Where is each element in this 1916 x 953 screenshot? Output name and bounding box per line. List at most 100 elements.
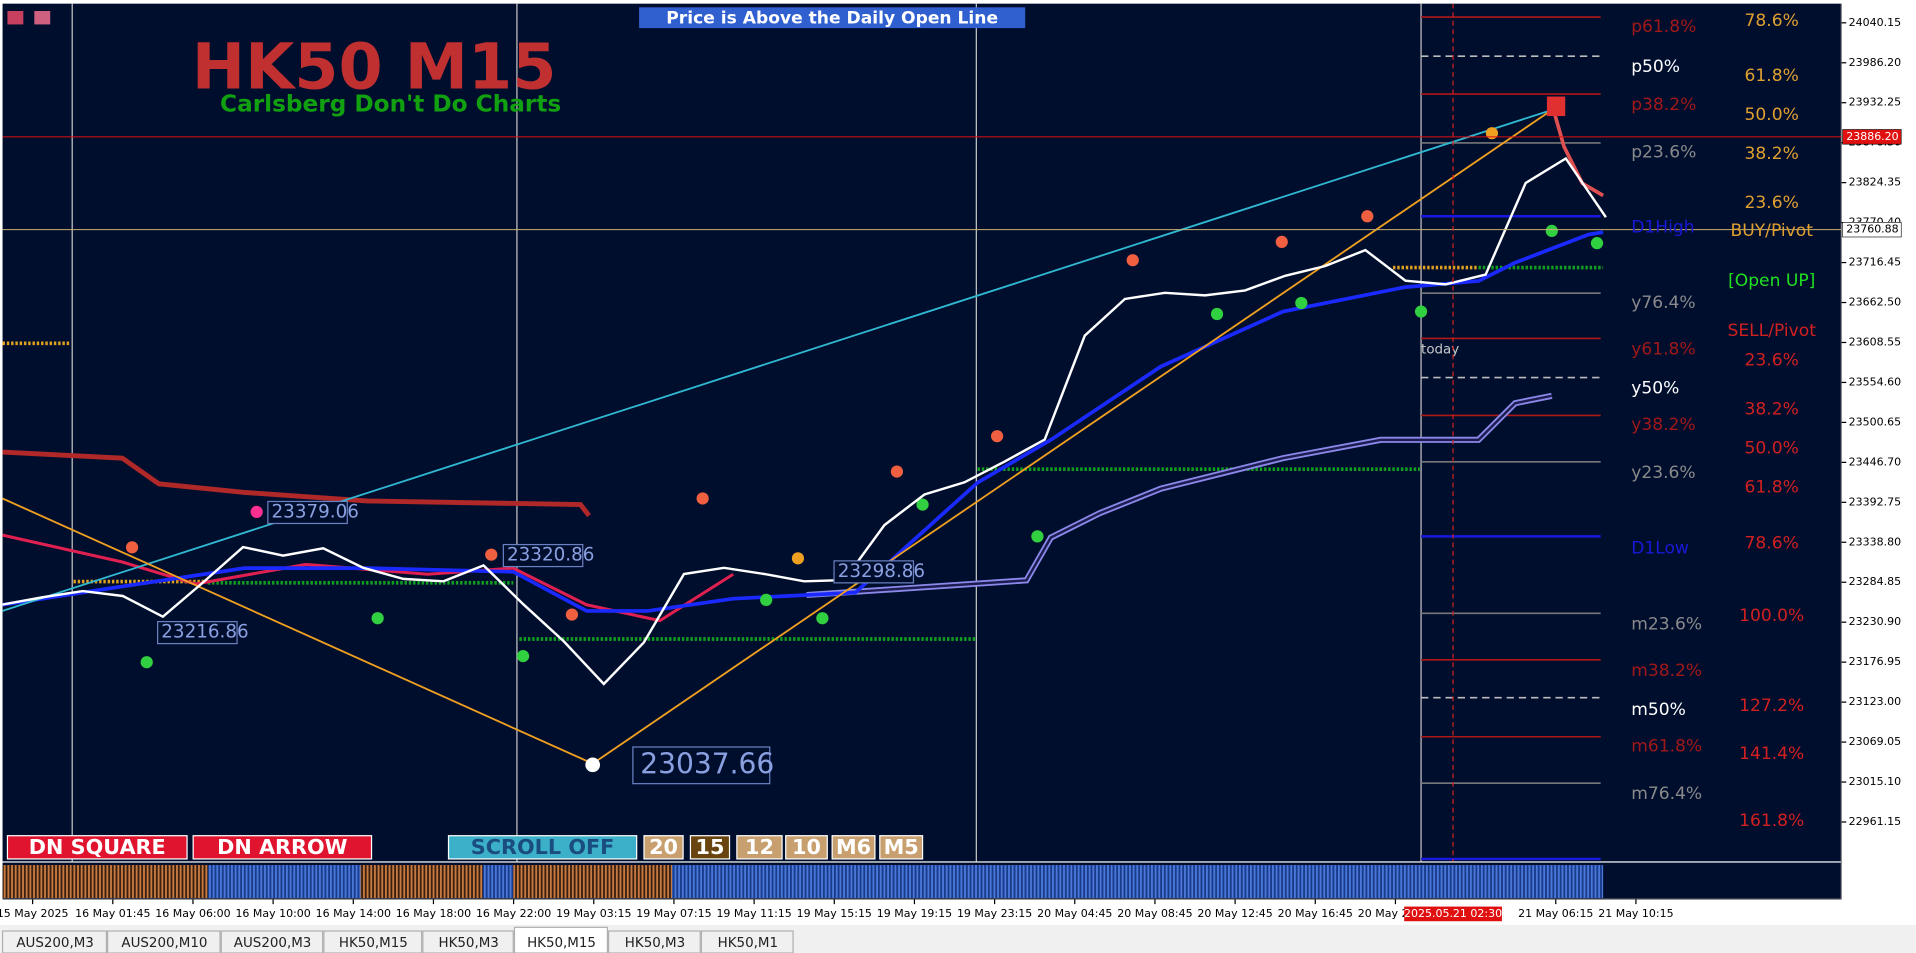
y-tick-label: 23500.65: [1849, 415, 1901, 428]
tab[interactable]: [107, 930, 221, 953]
tab-label[interactable]: HK50,M1: [718, 936, 778, 951]
y-tick-label: 22961.15: [1849, 815, 1901, 828]
red-ma: [2, 449, 591, 518]
x-tick-label: 19 May 07:15: [636, 907, 711, 920]
price-note: 23379.06: [272, 501, 359, 522]
y-tick-label: 23824.35: [1849, 176, 1901, 189]
button[interactable]: [785, 835, 828, 860]
button[interactable]: [831, 835, 876, 860]
fib-label: 78.6%: [1745, 534, 1799, 554]
fib-label: 161.8%: [1739, 811, 1804, 831]
level-label: p23.6%: [1631, 143, 1696, 163]
tab-label[interactable]: HK50,M3: [438, 936, 498, 951]
price-note-box: [632, 746, 771, 785]
x-tick-label: 16 May 22:00: [476, 907, 551, 920]
fib-label: 141.4%: [1739, 744, 1804, 764]
y-tick-label: 23176.95: [1849, 655, 1901, 668]
tab-label[interactable]: AUS200,M10: [121, 936, 207, 951]
fib-label: BUY/Pivot: [1731, 221, 1814, 241]
level-label: y50%: [1631, 379, 1679, 399]
blue-ma: [2, 230, 1604, 613]
fib-label: [Open UP]: [1728, 271, 1815, 291]
fib-label: 61.8%: [1745, 477, 1799, 497]
tab[interactable]: [1, 930, 108, 953]
strip: [482, 865, 514, 899]
button-label[interactable]: DN ARROW: [217, 835, 348, 859]
button[interactable]: [6, 835, 188, 860]
price-note: 23216.86: [161, 622, 248, 643]
y-tick-label: 23986.20: [1849, 56, 1901, 69]
button[interactable]: [689, 835, 731, 860]
fib-label: 23.6%: [1745, 193, 1799, 213]
y-tick-label: 23662.50: [1849, 296, 1901, 309]
x-tick-label: 21 May 10:15: [1598, 907, 1673, 920]
tab-label[interactable]: AUS200,M3: [234, 936, 312, 951]
button-label[interactable]: DN SQUARE: [29, 835, 166, 859]
chart-subtitle: Carlsberg Don't Do Charts: [220, 91, 561, 118]
level-label: p61.8%: [1631, 17, 1696, 37]
red-curve: [1550, 103, 1605, 198]
fib-label: 38.2%: [1745, 144, 1799, 164]
level-label: m76.4%: [1631, 784, 1702, 804]
tab-label[interactable]: HK50,M3: [625, 936, 685, 951]
y-tick-label: 23554.60: [1849, 375, 1901, 388]
tab[interactable]: [607, 930, 701, 953]
tab[interactable]: [700, 930, 794, 953]
fib-label: 127.2%: [1739, 696, 1804, 716]
level-label: y23.6%: [1631, 463, 1695, 483]
fib-label: 100.0%: [1739, 606, 1804, 626]
x-tick-label: 20 May 16:45: [1278, 907, 1353, 920]
signal-dots: [125, 127, 1604, 669]
y-tick-label: 23608.55: [1849, 335, 1901, 348]
level-label: m50%: [1631, 700, 1686, 720]
buttons: DN SQUARE DN ARROW SCROLL OFF 20 15 12 10 M6 M5: [6, 835, 924, 860]
level-label: p38.2%: [1631, 95, 1696, 115]
strip: [207, 865, 361, 899]
fib-label: 50.0%: [1745, 105, 1799, 125]
banner-bg: [639, 7, 1026, 29]
button[interactable]: [192, 835, 373, 860]
sell-arrow: [1546, 96, 1566, 117]
button-label[interactable]: 12: [745, 835, 774, 859]
x-tick-label: 21 May 06:15: [1518, 907, 1593, 920]
y-tick-label: 23230.90: [1849, 615, 1901, 628]
level-label: m61.8%: [1631, 737, 1702, 757]
banner: Price is Above the Daily Open Line: [666, 8, 998, 28]
button[interactable]: [447, 835, 638, 860]
strip: [2, 865, 208, 899]
price-marker-label: 23886.20: [1846, 130, 1898, 143]
x-tick-label: 19 May 15:15: [797, 907, 872, 920]
tab-label[interactable]: HK50,M15: [339, 936, 408, 951]
button[interactable]: [879, 835, 924, 860]
tab[interactable]: [220, 930, 324, 953]
x-tick-label: 20 May 12:45: [1197, 907, 1272, 920]
level-label: D1High: [1631, 217, 1694, 237]
tab[interactable]: [513, 926, 608, 953]
price-note-box: [157, 620, 238, 645]
button-label[interactable]: M6: [836, 835, 871, 859]
tab-label[interactable]: AUS200,M3: [16, 936, 94, 951]
y-tick-label: 23932.25: [1849, 96, 1901, 109]
x-tick-label: 16 May 18:00: [396, 907, 471, 920]
x-tick-label: 16 May 10:00: [235, 907, 310, 920]
tab-label[interactable]: HK50,M15: [527, 936, 596, 951]
button[interactable]: [643, 835, 684, 860]
y-tick-label: 23284.85: [1849, 575, 1901, 588]
session-lines: [71, 3, 1422, 862]
button[interactable]: [736, 835, 783, 860]
button-label[interactable]: 15: [696, 835, 725, 859]
button-label[interactable]: M5: [884, 835, 919, 859]
tab[interactable]: [422, 930, 514, 953]
tab[interactable]: [323, 930, 423, 953]
button-label[interactable]: 20: [649, 835, 678, 859]
fib-label: 50.0%: [1745, 438, 1799, 458]
today-label: today: [1421, 342, 1459, 357]
price-marker: [1842, 129, 1902, 145]
button-label[interactable]: 10: [792, 835, 821, 859]
button-label[interactable]: SCROLL OFF: [471, 835, 615, 859]
price-note: 23037.66: [640, 747, 774, 780]
level-label: p50%: [1631, 57, 1680, 77]
x-tick-label: 19 May 23:15: [957, 907, 1032, 920]
price-marker-label: 23760.88: [1846, 223, 1898, 236]
